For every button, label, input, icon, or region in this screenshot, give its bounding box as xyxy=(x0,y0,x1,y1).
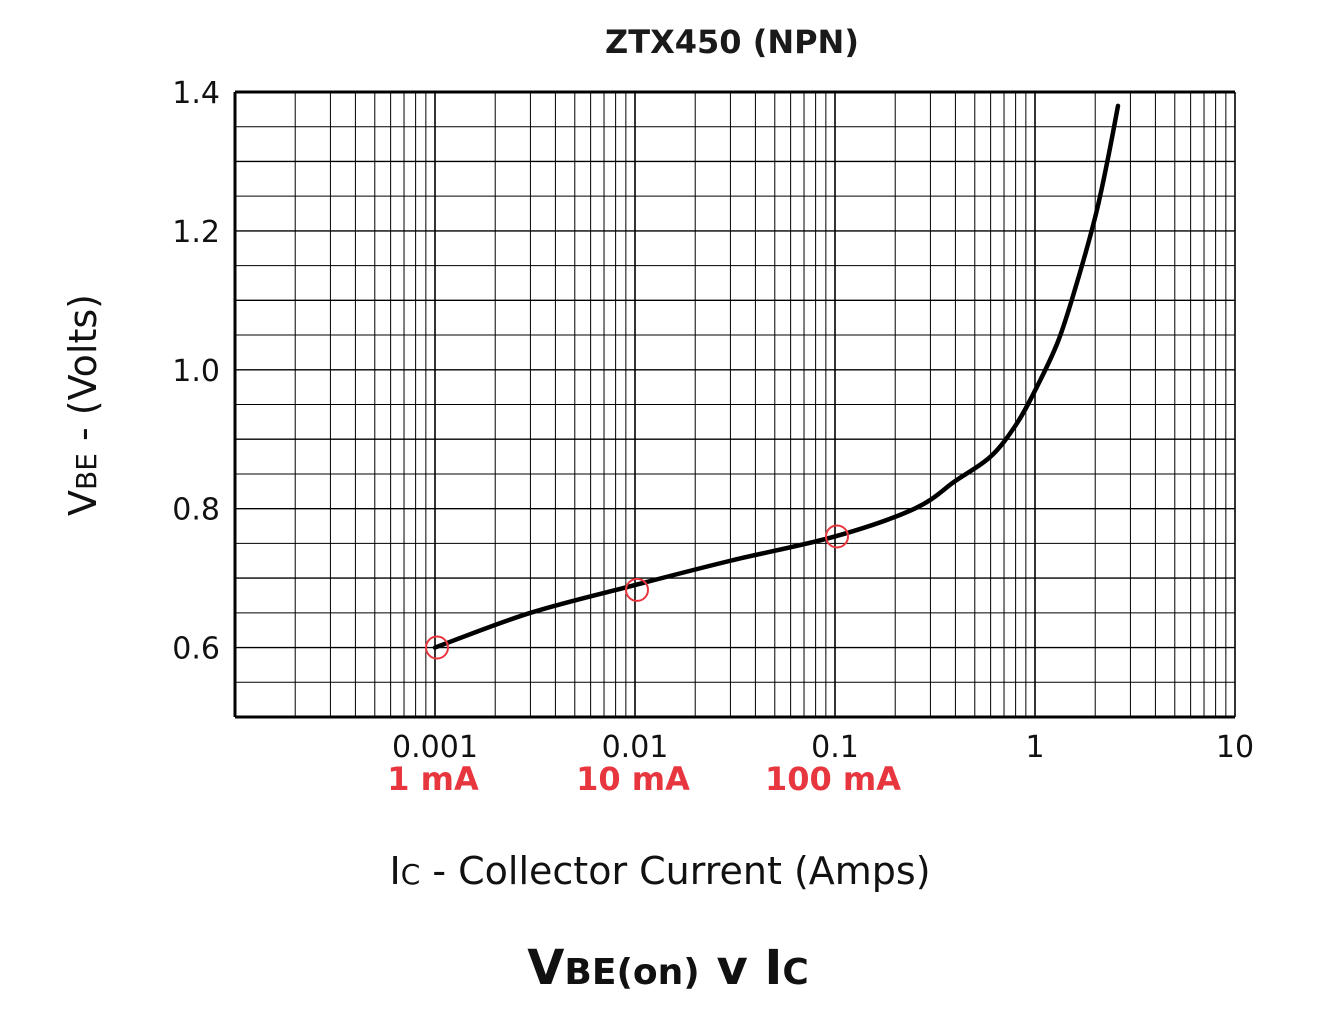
series-group xyxy=(432,103,1121,650)
caption-sub1: BE(on) xyxy=(564,952,699,993)
y-axis-label-prefix: V xyxy=(61,490,105,516)
annotation-label-2: 100 mA xyxy=(765,760,901,798)
x-axis-label-rest: - Collector Current (Amps) xyxy=(420,849,930,893)
annotation-marker-1 xyxy=(625,577,649,602)
annotation-label-1: 10 mA xyxy=(576,760,690,798)
y-tick-label: 0.8 xyxy=(172,493,220,528)
y-axis-label: VBE - (Volts) xyxy=(61,294,105,516)
y-tick-label: 0.6 xyxy=(172,632,220,667)
x-tick-label: 1 xyxy=(1025,730,1044,765)
x-tick-label: 0.1 xyxy=(811,730,859,765)
x-tick-label: 0.001 xyxy=(392,730,478,765)
annotation-group: 1 mA 10 mA 100 mA xyxy=(387,524,901,798)
x-axis-label-sub: C xyxy=(401,858,421,891)
chart-title: ZTX450 (NPN) xyxy=(605,23,859,61)
x-axis-label-prefix: I xyxy=(389,849,400,893)
y-tick-label: 1.2 xyxy=(172,215,220,250)
series-line-0 xyxy=(432,103,1121,650)
y-axis-label-sub: BE xyxy=(70,453,103,490)
caption-main: V xyxy=(527,940,564,996)
annotation-marker-0 xyxy=(425,635,449,660)
chart-caption: VBE(on) v IC xyxy=(527,940,808,996)
annotation-label-0: 1 mA xyxy=(387,760,479,798)
annotation-marker-2 xyxy=(825,524,849,549)
x-tick-label: 10 xyxy=(1216,730,1254,765)
y-tick-labels: 0.6 0.8 1.0 1.2 1.4 xyxy=(172,76,220,667)
y-axis-label-rest: - (Volts) xyxy=(61,294,105,453)
grid xyxy=(233,90,1236,719)
y-tick-label: 1.4 xyxy=(172,76,220,111)
x-axis-label: IC - Collector Current (Amps) xyxy=(389,849,930,893)
caption-mid: v I xyxy=(700,940,783,996)
x-tick-label: 0.01 xyxy=(602,730,669,765)
y-tick-label: 1.0 xyxy=(172,354,220,389)
caption-sub2: C xyxy=(782,952,808,993)
x-tick-labels: 0.001 0.01 0.1 1 10 xyxy=(392,730,1254,765)
